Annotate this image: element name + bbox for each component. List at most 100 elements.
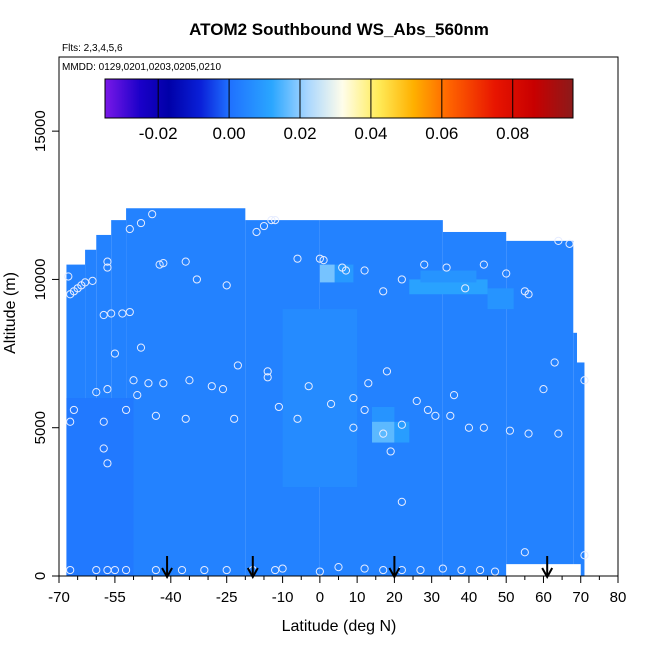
sample-point	[539, 385, 548, 394]
sample-point	[125, 307, 134, 317]
plot-area	[64, 208, 589, 580]
sample-point	[263, 367, 272, 376]
sample-point	[412, 396, 421, 406]
sample-point	[136, 218, 146, 228]
sample-point	[103, 257, 112, 266]
colorbar-tick-label: 0.04	[354, 124, 387, 143]
sample-point	[379, 287, 388, 296]
heatmap-feature	[372, 421, 395, 443]
sample-point	[431, 411, 440, 420]
y-tick-label: 15000	[32, 110, 49, 152]
sample-point	[315, 567, 324, 576]
sample-point	[92, 388, 101, 397]
sample-point	[103, 263, 112, 272]
dates-label: MMDD: 0129,0201,0203,0205,0210	[62, 62, 221, 73]
x-tick-label: 40	[461, 589, 478, 606]
colorbar-tick-label: 0.08	[496, 124, 529, 143]
heatmap-cell	[577, 362, 585, 576]
heatmap-cell	[126, 208, 246, 576]
colorbar-tick-label: 0.02	[283, 124, 316, 143]
arrow-head	[541, 567, 554, 580]
sample-point	[263, 373, 272, 382]
x-tick-label: -70	[48, 589, 70, 606]
x-tick-label: 0	[316, 589, 324, 606]
sample-point	[144, 379, 153, 388]
x-tick-label: 80	[610, 589, 627, 606]
sample-point	[64, 272, 73, 281]
sample-point	[192, 275, 201, 284]
sample-point	[99, 417, 108, 426]
sample-point	[304, 382, 313, 391]
sample-point	[110, 349, 120, 358]
x-tick-label: -10	[272, 589, 294, 606]
sample-point	[554, 236, 563, 245]
heatmap-feature	[420, 270, 477, 283]
sample-point	[69, 405, 79, 415]
sample-point	[103, 385, 112, 394]
sample-point	[524, 290, 533, 299]
x-tick-label: -25	[216, 589, 238, 606]
sample-point	[271, 216, 280, 225]
sample-point	[565, 239, 574, 248]
sample-point	[364, 379, 373, 388]
sample-point	[92, 565, 101, 575]
sample-point	[442, 263, 451, 272]
sample-point	[449, 390, 459, 400]
sample-point	[580, 551, 589, 560]
sample-point	[479, 423, 488, 432]
sample-point	[379, 565, 388, 575]
sample-point	[446, 411, 455, 420]
sample-point	[88, 276, 97, 286]
sample-point	[136, 343, 146, 352]
sample-point	[155, 260, 164, 269]
flight-marker-arrow	[161, 556, 173, 580]
x-axis: -70 -55 -40 -25 -10 0 10 20 30 40 50 60 70 80	[48, 575, 627, 606]
sample-point	[293, 414, 302, 423]
sample-point	[222, 565, 231, 575]
arrow-head	[246, 567, 259, 580]
sample-points	[64, 210, 589, 576]
sample-point	[360, 564, 369, 573]
heatmap-feature	[487, 288, 514, 310]
sample-point	[222, 281, 231, 290]
sample-point	[274, 402, 283, 412]
arrow-head	[161, 567, 173, 580]
sample-point	[107, 309, 116, 318]
sample-point	[121, 565, 131, 575]
sample-point	[379, 429, 388, 438]
colorbar: -0.02 0.00 0.02 0.04 0.06 0.08	[104, 78, 574, 143]
sample-point	[80, 278, 90, 287]
x-tick-label: 10	[349, 589, 366, 606]
heatmap-cell	[573, 332, 578, 576]
sample-point	[207, 382, 216, 391]
sample-point	[278, 564, 287, 573]
sample-point	[177, 565, 187, 575]
sample-point	[159, 379, 168, 388]
sample-point	[502, 269, 511, 278]
colorbar-tick-label: 0.06	[425, 124, 458, 143]
flight-marker-arrow	[246, 556, 259, 580]
sample-point	[110, 565, 120, 575]
heatmap-feature	[319, 264, 335, 283]
sample-point	[550, 358, 559, 367]
sample-point	[200, 565, 209, 575]
sample-point	[159, 259, 168, 268]
heatmap-feature	[372, 406, 395, 422]
heatmap-feature	[282, 309, 358, 488]
sample-point	[464, 423, 474, 432]
sample-point	[397, 497, 406, 506]
y-axis: 0 5000 10000 15000	[32, 110, 59, 580]
sample-point	[181, 257, 190, 266]
y-tick-label: 0	[32, 572, 49, 580]
sample-point	[99, 444, 108, 453]
sample-point	[185, 376, 194, 385]
sample-point	[520, 548, 529, 557]
y-axis-label: Altitude (m)	[2, 272, 19, 354]
sample-point	[397, 275, 406, 284]
chart-title: ATOM2 Southbound WS_Abs_560nm	[189, 20, 489, 39]
sample-point	[99, 310, 108, 320]
x-tick-label: -40	[160, 589, 182, 606]
x-tick-label: 30	[423, 589, 440, 606]
sample-point	[315, 254, 324, 263]
sample-point	[461, 284, 470, 293]
